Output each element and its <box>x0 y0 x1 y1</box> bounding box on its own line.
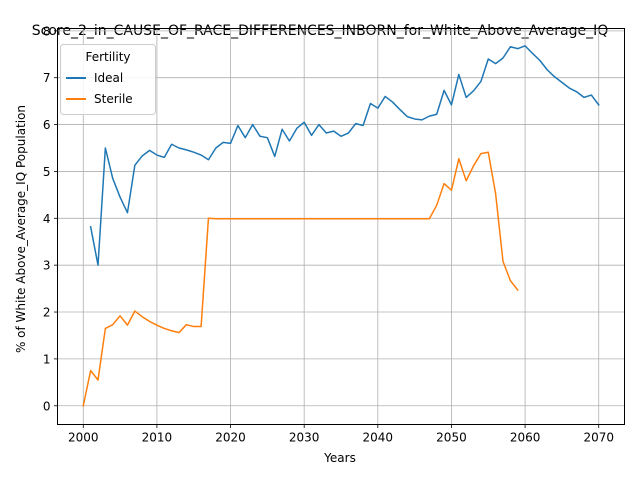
y-tick-label: 6 <box>43 118 51 132</box>
x-tick-label: 2020 <box>215 431 246 445</box>
y-tick-label: 5 <box>43 165 51 179</box>
legend: Fertility Ideal Sterile <box>61 45 156 115</box>
x-tick-label: 2050 <box>436 431 467 445</box>
x-tick-label: 2040 <box>363 431 394 445</box>
x-tick-label: 2010 <box>142 431 173 445</box>
y-tick-label: 7 <box>43 71 51 85</box>
x-tick-label: 2030 <box>289 431 320 445</box>
y-tick-label: 1 <box>43 352 51 366</box>
legend-label-sterile: Sterile <box>94 92 133 106</box>
legend-label-ideal: Ideal <box>94 71 123 85</box>
y-axis-label: % of White Above_Average_IQ Population <box>14 105 28 353</box>
y-tick-label: 8 <box>43 24 51 38</box>
y-tick-label: 3 <box>43 259 51 273</box>
legend-title: Fertility <box>85 50 130 64</box>
y-tick-label: 0 <box>43 399 51 413</box>
x-tick-label: 2000 <box>68 431 99 445</box>
y-tick-label: 4 <box>43 212 51 226</box>
x-tick-label: 2060 <box>510 431 541 445</box>
y-tick-label: 2 <box>43 306 51 320</box>
x-axis-label: Years <box>323 451 356 465</box>
x-tick-label: 2070 <box>583 431 614 445</box>
